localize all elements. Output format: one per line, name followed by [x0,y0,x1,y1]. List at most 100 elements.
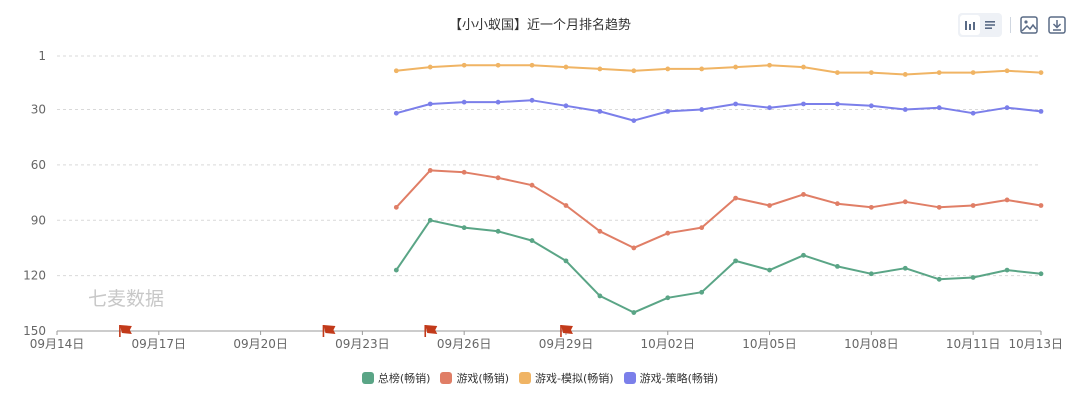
data-point [868,103,874,109]
data-point [631,310,637,315]
legend-swatch [361,372,374,384]
legend-item[interactable]: 游戏(畅销) [440,370,509,386]
data-point [699,66,705,72]
data-point [631,118,637,123]
data-point [868,204,874,210]
legend-item[interactable]: 游戏-模拟(畅销) [519,370,614,386]
chart-legend: 总榜(畅销) 游戏(畅销) 游戏-模拟(畅销) 游戏-策略(畅销) [0,370,1080,386]
flag-marker-icon [560,325,573,337]
data-point [1038,271,1044,277]
y-tick-label: 120 [23,269,46,283]
y-tick-label: 30 [31,103,46,117]
data-point [733,258,739,264]
watermark: 七麦数据 [88,288,164,310]
data-point [461,225,467,231]
x-tick-label: 09月14日 [30,337,85,351]
flag-cloth [323,325,336,334]
x-tick-label: 10月02日 [640,337,695,351]
legend-swatch [440,372,453,384]
legend-label: 游戏-策略(畅销) [639,372,719,385]
data-point [835,70,840,76]
data-point [1038,70,1044,76]
x-tick-label: 09月26日 [437,337,492,351]
flag-marker-icon [322,325,336,337]
legend-item[interactable]: 总榜(畅销) [361,370,431,386]
download-icon[interactable] [1047,15,1067,35]
data-point [936,70,942,76]
data-point [597,108,603,114]
data-point [902,265,908,271]
data-point [835,201,840,207]
data-point [427,64,433,70]
data-point [1038,203,1044,208]
x-tick-label: 09月17日 [132,337,187,351]
data-point [665,108,671,114]
data-point [699,225,705,231]
grid-layer [57,55,1041,277]
data-point [529,182,535,188]
data-point [1038,108,1044,114]
data-point [1004,267,1010,273]
data-point [767,267,772,273]
data-point [936,276,942,282]
data-point [597,228,603,234]
y-tick-label: 1 [38,49,46,63]
data-point [733,195,739,201]
data-point [801,64,806,70]
data-point [868,70,874,76]
toolbar-divider [1010,17,1011,33]
flag-cloth [425,325,438,334]
data-point [427,101,433,107]
legend-label: 游戏(畅销) [456,372,510,385]
flag-marker-icon [424,325,438,337]
data-point [563,103,569,109]
data-point [1004,68,1010,74]
data-point [733,101,739,107]
legend-swatch [623,372,636,384]
x-tick-label: 10月08日 [844,337,899,351]
flag-cloth [119,325,132,334]
x-tick-label: 09月20日 [233,337,288,351]
data-point [801,252,806,258]
data-point [835,101,840,107]
series-line-0 [395,219,1042,314]
data-point [427,168,433,173]
legend-label: 总榜(畅销) [377,372,431,385]
data-point [563,258,569,264]
data-point [767,203,772,208]
data-point [393,267,399,273]
data-point [393,110,399,116]
data-point [495,62,501,68]
list-icon[interactable] [980,15,1000,35]
bar-chart-icon[interactable] [960,15,980,35]
data-point [699,289,705,295]
data-point [427,217,433,223]
legend-item[interactable]: 游戏-策略(畅销) [623,370,719,386]
data-point [665,230,671,236]
data-point [902,199,908,205]
data-point [529,238,535,243]
series-line-3 [396,99,1042,122]
data-point [1004,197,1010,203]
save-image-icon[interactable] [1019,15,1039,35]
data-point [461,99,467,105]
x-tick-label: 09月23日 [335,337,390,351]
data-point [393,68,399,74]
data-point [868,271,874,277]
legend-swatch [519,372,532,384]
data-point [767,62,772,68]
data-point [393,204,399,210]
data-point [495,228,501,234]
data-point [461,62,467,68]
flag-cloth [560,325,573,334]
y-tick-label: 150 [23,324,46,338]
data-point [631,68,637,74]
data-point [699,107,705,112]
data-point [767,105,772,111]
data-point [970,70,976,76]
chart-toolbar [958,13,1067,37]
legend-label: 游戏-模拟(畅销) [535,372,614,385]
